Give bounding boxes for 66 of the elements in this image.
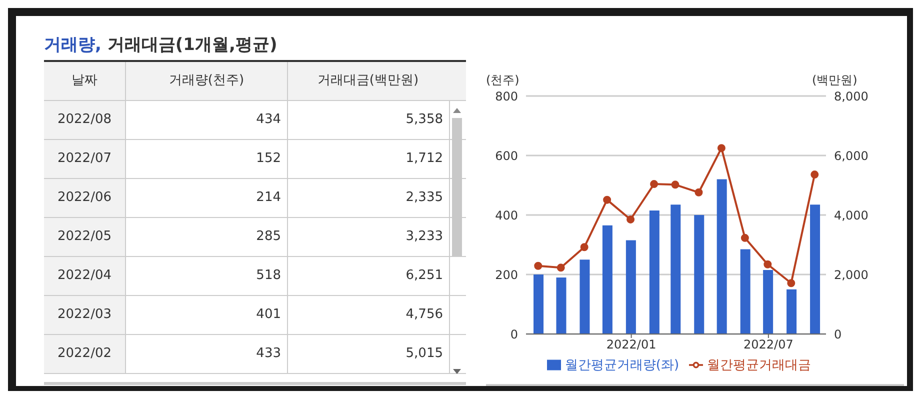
text: 거래대금(백만원)	[316, 72, 420, 90]
bar	[810, 204, 820, 334]
y2-tick-label: 6,000	[834, 148, 868, 163]
bar	[763, 270, 774, 334]
point	[740, 234, 749, 242]
point	[810, 170, 819, 179]
category-label: 2022/08	[44, 101, 126, 139]
category-label: 2022/07	[44, 140, 126, 178]
point	[764, 260, 772, 268]
data-label: 5,015	[288, 335, 450, 373]
bar	[694, 215, 704, 334]
text: 거래량, 거래대금(1개월,평균)	[44, 34, 278, 57]
data-label: 6,251	[288, 257, 450, 295]
point	[694, 188, 703, 196]
y2-axis-title: (백만원)	[812, 72, 858, 89]
point	[717, 144, 726, 152]
data-label: 2,335	[288, 179, 450, 217]
category-label: 2022/04	[44, 257, 126, 295]
point	[603, 196, 612, 204]
y2-tick-label: 2,000	[834, 268, 868, 282]
data-label: 285	[126, 218, 288, 256]
y-tick-label: 600	[495, 148, 518, 163]
category-label: 2022/06	[44, 179, 126, 217]
bar	[534, 274, 544, 334]
bar	[786, 289, 797, 334]
text: 날짜	[44, 62, 126, 100]
y-axis-title: (천주)	[486, 72, 520, 89]
data-label: 1,712	[288, 140, 450, 178]
legend-label: 월간평균거래량(좌)	[564, 358, 680, 373]
data-label: 3,233	[288, 218, 450, 256]
y-tick-label: 800	[495, 89, 518, 104]
point	[650, 180, 658, 188]
point	[556, 264, 565, 272]
bar	[602, 225, 612, 334]
data-label: 214	[126, 179, 288, 217]
bar	[716, 179, 727, 334]
bar	[670, 204, 681, 334]
legend-label: 월간평균거래대금	[707, 358, 812, 373]
data-label: 401	[126, 296, 288, 334]
bar	[649, 210, 660, 334]
x-tick-label: 2022/01	[606, 338, 656, 352]
y-tick-label: 0	[510, 327, 518, 342]
bar	[626, 240, 636, 334]
data-label: 5,358	[288, 101, 450, 139]
point	[534, 262, 542, 270]
y-tick-label: 400	[495, 208, 518, 222]
bar	[580, 260, 590, 334]
data-label: 433	[126, 335, 288, 373]
data-label: 518	[126, 257, 288, 295]
category-label: 2022/03	[44, 296, 126, 334]
point	[580, 243, 588, 252]
category-label: 2022/02	[44, 335, 126, 373]
point	[787, 279, 796, 288]
data-label: 152	[126, 140, 288, 178]
y2-tick-label: 8,000	[834, 89, 868, 104]
y2-tick-label: 4,000	[834, 208, 868, 222]
data-label: 4,756	[288, 296, 450, 334]
text: 거래량(천주)	[126, 62, 288, 100]
category-label: 2022/05	[44, 218, 126, 256]
point	[671, 180, 680, 189]
y2-tick-label: 0	[834, 327, 842, 342]
data-label: 434	[126, 101, 288, 139]
bar	[556, 277, 566, 334]
point	[626, 215, 635, 224]
y-tick-label: 200	[495, 268, 518, 282]
bar	[740, 249, 750, 334]
